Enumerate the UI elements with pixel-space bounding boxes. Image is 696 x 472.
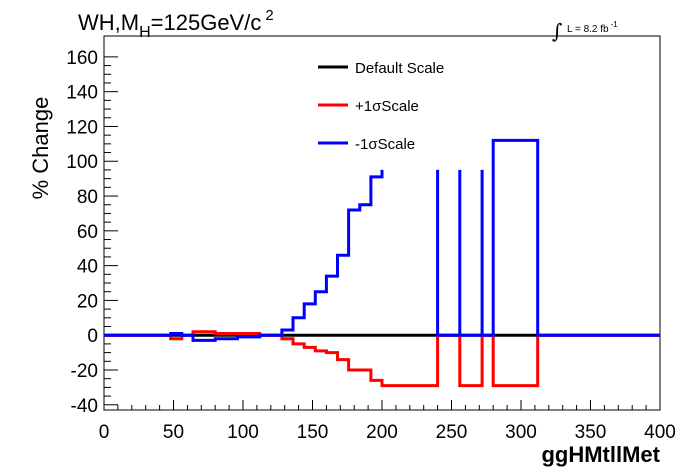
lumi-label-superscript: -1	[611, 20, 619, 29]
y-tick-label: 100	[66, 152, 98, 173]
x-tick-label: 400	[644, 422, 676, 443]
x-axis-title: ggHMtllMet	[541, 442, 660, 467]
chart-title-superscript: 2	[265, 7, 273, 24]
x-axis-ticks: 0 50 100 150 200 250 300 350 400	[99, 400, 676, 443]
chart-title-subscript: H	[139, 24, 151, 41]
chart-title-rest: =125GeV/c	[151, 10, 262, 35]
lumi-integral-icon: ∫	[552, 19, 562, 43]
x-tick-label: 350	[575, 422, 607, 443]
x-tick-label: 250	[436, 422, 468, 443]
x-tick-label: 300	[505, 422, 537, 443]
legend-label: +1σScale	[355, 98, 419, 115]
y-tick-label: -40	[71, 396, 98, 417]
y-tick-label: 160	[66, 48, 98, 69]
legend-label: -1σScale	[355, 136, 415, 153]
y-tick-label: -20	[71, 361, 98, 382]
lumi-label-text: L = 8.2 fb	[567, 24, 609, 35]
y-tick-label: 40	[77, 257, 98, 278]
series-layer	[104, 138, 660, 388]
y-tick-label: 20	[77, 291, 98, 312]
y-axis-ticks: -40 -20 0 20 40 60 80 100 120 140 160	[66, 48, 118, 417]
series-line-3-part-2	[436, 138, 660, 337]
chart-title-main: WH,M	[78, 10, 139, 35]
x-tick-label: 0	[99, 422, 110, 443]
y-tick-label: 60	[77, 222, 98, 243]
legend: Default Scale +1σScale -1σScale	[318, 60, 444, 153]
y-axis-title: % Change	[28, 97, 53, 200]
x-tick-label: 150	[297, 422, 329, 443]
lumi-label: L = 8.2 fb -1	[567, 20, 618, 35]
plot-frame	[103, 35, 661, 411]
x-tick-label: 50	[163, 422, 184, 443]
y-tick-label: 80	[77, 187, 98, 208]
chart-title: WH,MH=125GeV/c 2	[78, 7, 274, 41]
x-tick-label: 100	[227, 422, 259, 443]
legend-label: Default Scale	[355, 60, 444, 77]
y-tick-label: 0	[87, 326, 98, 347]
y-tick-label: 120	[66, 117, 98, 138]
y-tick-label: 140	[66, 83, 98, 104]
series-line-3	[104, 169, 384, 342]
x-tick-label: 200	[366, 422, 398, 443]
series-line-2	[104, 330, 660, 388]
